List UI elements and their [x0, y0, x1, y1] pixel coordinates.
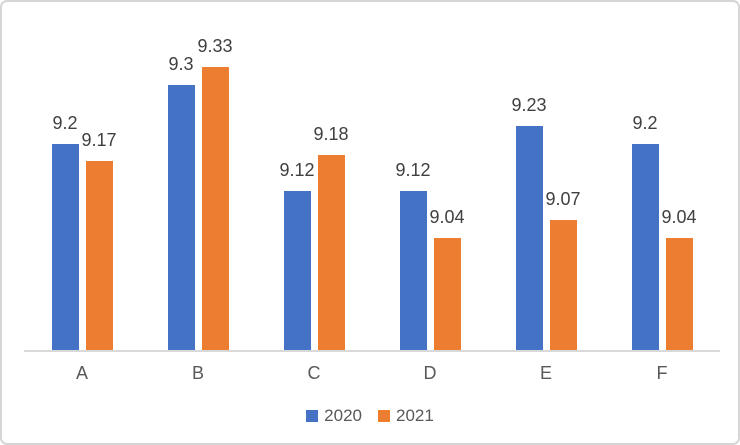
bar-2020-E — [515, 125, 543, 350]
category-label-F: F — [656, 363, 668, 383]
category-label-B: B — [191, 363, 204, 383]
bar-2020-C — [283, 190, 311, 350]
bar-2020-D — [399, 190, 427, 350]
category-label-D: D — [423, 363, 437, 383]
category-label-A: A — [75, 363, 88, 383]
bar-2021-A — [85, 161, 113, 350]
bar-value-label-2021-F: 9.04 — [661, 206, 697, 227]
legend-swatch-2021 — [378, 410, 390, 422]
bar-value-label-2021-A: 9.17 — [81, 130, 117, 151]
x-axis-line — [24, 350, 720, 352]
plot-area: 9.2 9.17 9.3 9.33 9.12 9.18 9.12 9.04 9.23 9.07 9.… — [2, 2, 738, 350]
bar-2021-E — [549, 220, 577, 350]
bar-2021-C — [317, 155, 345, 350]
bar-value-label-2020-A: 9.2 — [52, 112, 78, 133]
legend: 2020 2021 — [2, 405, 738, 427]
category-label-C: C — [307, 363, 321, 383]
bar-2021-F — [665, 237, 693, 350]
bar-value-label-2021-B: 9.33 — [197, 35, 233, 56]
bar-2021-B — [201, 66, 229, 350]
legend-label-2021: 2021 — [396, 406, 434, 425]
bar-value-label-2020-E: 9.23 — [511, 94, 547, 115]
bar-value-label-2020-F: 9.2 — [632, 112, 658, 133]
bar-2020-F — [631, 143, 659, 350]
bar-value-label-2020-C: 9.12 — [279, 159, 315, 180]
legend-label-2020: 2020 — [324, 406, 362, 425]
bar-2021-D — [433, 237, 461, 350]
bar-value-label-2021-C: 9.18 — [313, 124, 349, 145]
bar-value-label-2020-D: 9.12 — [395, 159, 431, 180]
category-label-E: E — [539, 363, 552, 383]
bar-2020-A — [51, 143, 79, 350]
bar-value-label-2020-B: 9.3 — [168, 53, 194, 74]
bar-value-label-2021-E: 9.07 — [545, 189, 581, 210]
bar-value-label-2021-D: 9.04 — [429, 206, 465, 227]
legend-item-2021: 2021 — [378, 405, 434, 427]
bar-2020-B — [167, 84, 195, 350]
legend-swatch-2020 — [306, 410, 319, 422]
legend-item-2020: 2020 — [306, 405, 362, 427]
